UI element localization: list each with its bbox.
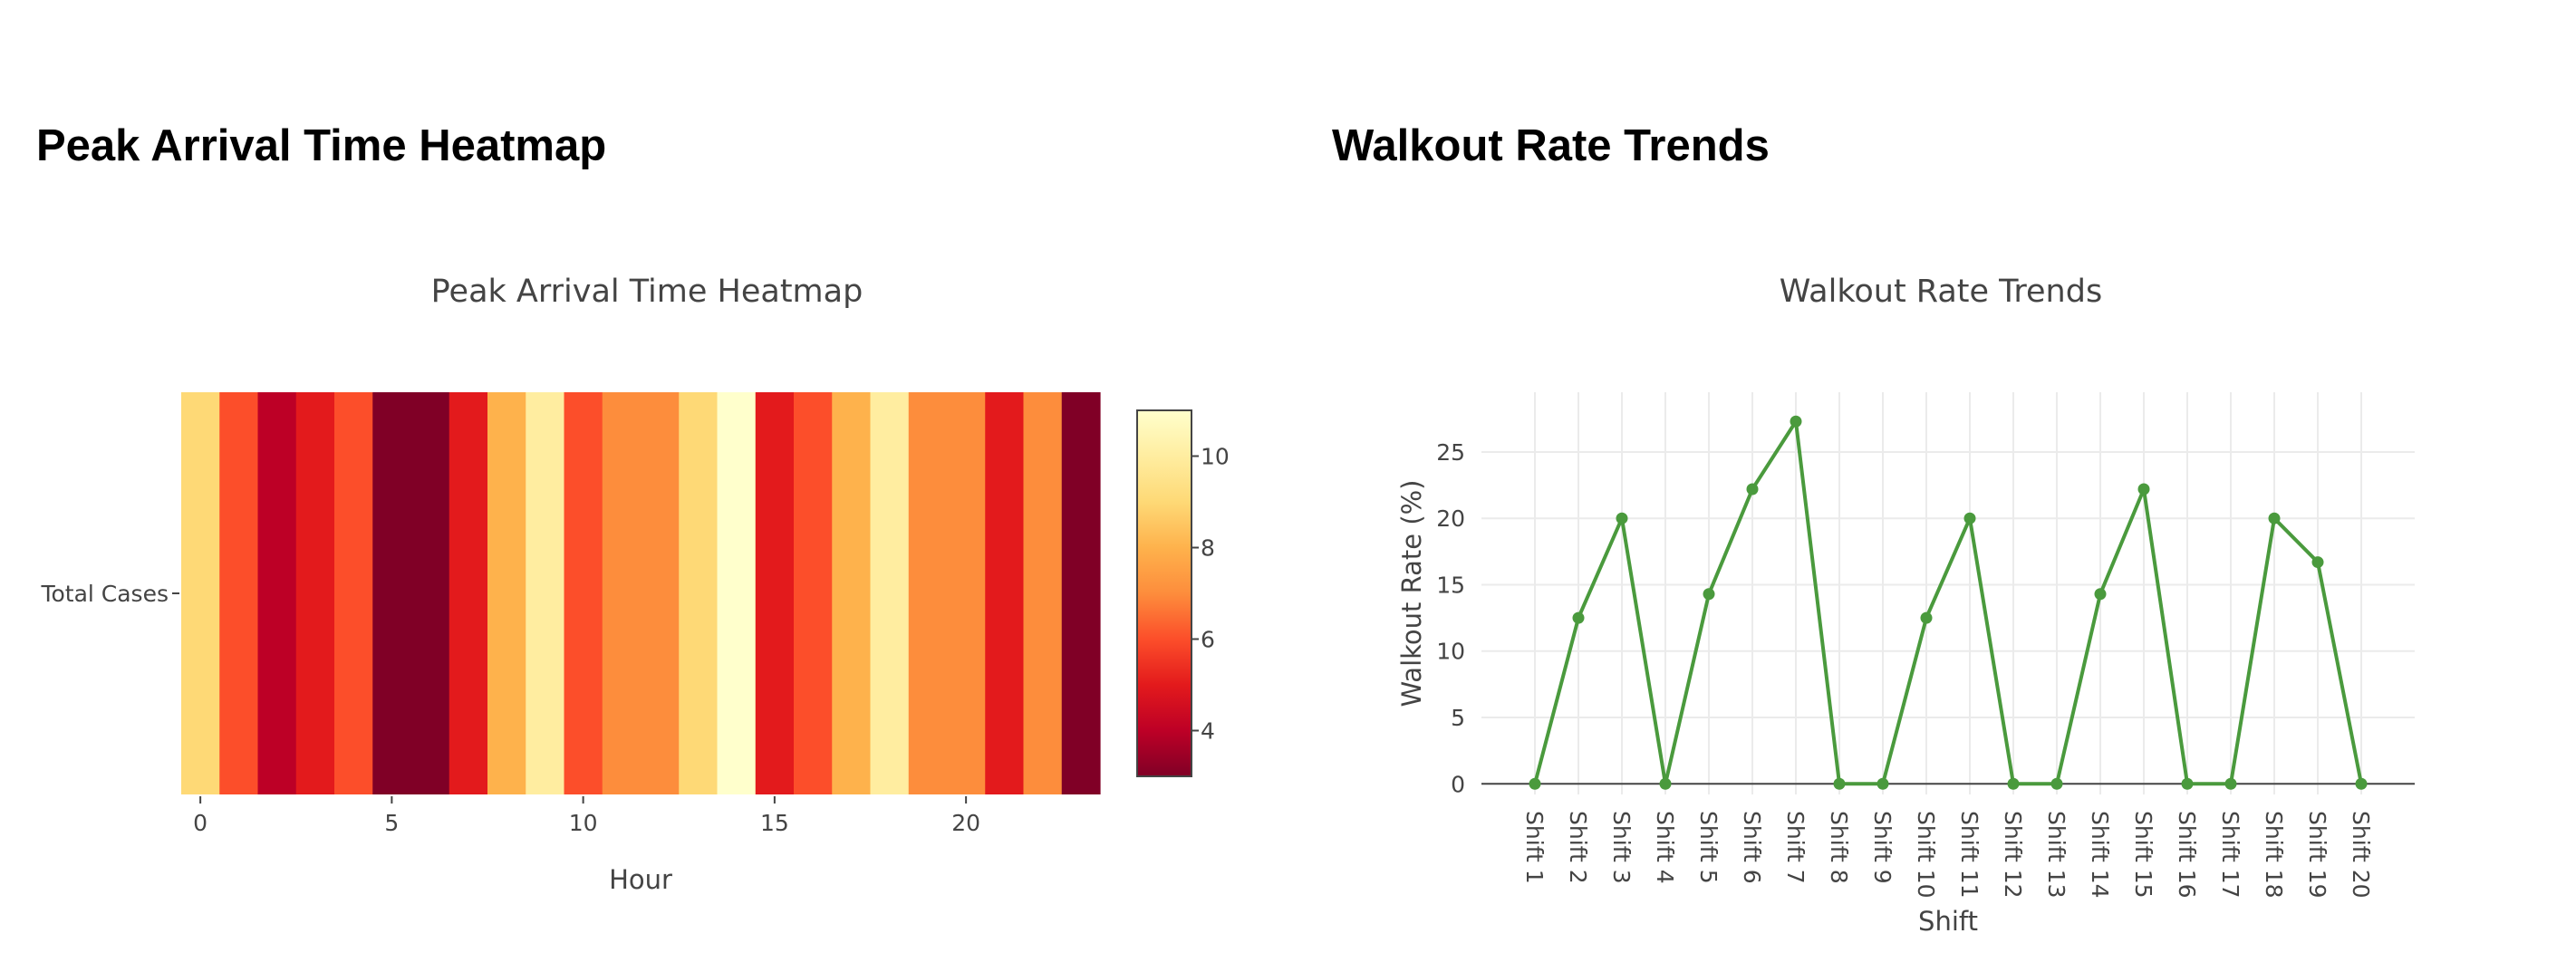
heatmap-section-title: Peak Arrival Time Heatmap (36, 121, 607, 170)
walkout-rate-point (2355, 777, 2368, 790)
heatmap-cell (487, 392, 526, 794)
y-tick-label: 0 (1451, 771, 1465, 797)
heatmap-cell (526, 392, 565, 794)
walkout-rate-point (2224, 777, 2237, 790)
x-tick-label: Shift 2 (1565, 811, 1591, 884)
heatmap-cell (372, 392, 412, 794)
walkout-rate-point (2007, 777, 2020, 790)
walkout-rate-point (1877, 777, 1889, 790)
heatmap-panel: Peak Arrival Time Heatmap Peak Arrival T… (0, 0, 1287, 972)
line-title: Walkout Rate Trends (1780, 274, 2102, 310)
walkout-chart[interactable]: Walkout Rate Trends 0 5 10 15 20 25 Shift 1 Shif… (1287, 0, 2576, 972)
heatmap-title: Peak Arrival Time Heatmap (431, 274, 863, 310)
colorbar-tick-label: 6 (1201, 627, 1215, 653)
x-tick-label: Shift 18 (2261, 811, 2287, 899)
heatmap-cell (908, 392, 948, 794)
y-tick-label: 10 (1436, 639, 1465, 665)
walkout-rate-point (1703, 588, 1715, 601)
heatmap-cell (334, 392, 373, 794)
x-tick-label: Shift 14 (2087, 811, 2113, 899)
walkout-rate-point (2268, 512, 2281, 524)
heatmap-cell (947, 392, 986, 794)
x-tick-label: Shift 16 (2174, 811, 2200, 899)
x-tick-label: Shift 20 (2348, 811, 2374, 899)
heatmap-cell (870, 392, 910, 794)
x-tick-label: 10 (569, 810, 598, 836)
walkout-rate-point (2137, 483, 2150, 496)
y-tick-label: 5 (1451, 705, 1465, 731)
x-axis-title: Shift (1918, 906, 1978, 937)
heatmap-cell (717, 392, 757, 794)
x-tick-label: 5 (384, 810, 399, 836)
x-tick-label: 20 (951, 810, 980, 836)
x-tick-label: Shift 9 (1869, 811, 1896, 884)
walkout-section-title: Walkout Rate Trends (1332, 121, 1770, 170)
x-tick-label: Shift 11 (1956, 811, 1983, 899)
colorbar (1136, 409, 1192, 777)
walkout-rate-point (1746, 483, 1759, 496)
x-tick-label: Shift 17 (2217, 811, 2243, 899)
walkout-rate-point (1659, 777, 1672, 790)
x-axis-title: Hour (609, 864, 672, 895)
heatmap-cell (1023, 392, 1063, 794)
x-tick-label: Shift 12 (2000, 811, 2026, 899)
heatmap-cell (257, 392, 297, 794)
y-axis-title: Walkout Rate (%) (1396, 479, 1427, 707)
heatmap-cell (985, 392, 1025, 794)
colorbar-tick-label: 4 (1201, 718, 1215, 745)
x-tick-label: Shift 19 (2304, 811, 2330, 899)
x-tick-label: Shift 10 (1913, 811, 1939, 899)
x-tick-label: Shift 5 (1695, 811, 1722, 884)
walkout-rate-point (1790, 415, 1802, 428)
heatmap-cell (755, 392, 795, 794)
y-tick-label: 20 (1436, 505, 1465, 532)
heatmap-cell (564, 392, 603, 794)
walkout-rate-line (1533, 419, 2363, 786)
y-category-label: Total Cases (40, 581, 169, 607)
walkout-rate-point (2181, 777, 2194, 790)
heatmap-chart[interactable]: Peak Arrival Time Heatmap Total Cases 0 5 10… (0, 0, 1287, 972)
heatmap-cell (679, 392, 719, 794)
x-tick-label: Shift 13 (2043, 811, 2069, 899)
walkout-rate-point (1529, 777, 1541, 790)
x-tick-label: Shift 8 (1826, 811, 1852, 884)
heatmap-cell (794, 392, 833, 794)
walkout-rate-point (1833, 777, 1846, 790)
x-tick-label: Shift 1 (1521, 811, 1548, 884)
x-tick-label: Shift 7 (1782, 811, 1809, 884)
walkout-rate-point (2050, 777, 2063, 790)
x-tick-label: 15 (760, 810, 789, 836)
heatmap-cell (641, 392, 680, 794)
walkout-rate-point (1572, 611, 1585, 624)
x-tick-label: Shift 4 (1652, 811, 1678, 884)
x-tick-label: Shift 6 (1739, 811, 1765, 884)
y-tick-label: 15 (1436, 572, 1465, 598)
heatmap-cell (181, 392, 220, 794)
walkout-rate-point (2094, 588, 2107, 601)
walkout-rate-point (2311, 556, 2324, 569)
y-tick-label: 25 (1436, 439, 1465, 466)
heatmap-cell (219, 392, 259, 794)
x-tick-label: Shift 3 (1608, 811, 1635, 884)
walkout-rate-point (1963, 512, 1976, 524)
walkout-rate-point (1920, 611, 1933, 624)
heatmap-cell (295, 392, 335, 794)
x-tick-label: Shift 15 (2130, 811, 2156, 899)
walkout-panel: Walkout Rate Trends Walkout Rate Trends 0… (1287, 0, 2576, 972)
colorbar-tick-label: 10 (1201, 444, 1230, 470)
heatmap-cell (602, 392, 642, 794)
colorbar-tick-label: 8 (1201, 535, 1215, 562)
heatmap-cell (410, 392, 450, 794)
heatmap-cell (1061, 392, 1101, 794)
heatmap-cell (449, 392, 488, 794)
walkout-rate-point (1616, 512, 1628, 524)
heatmap-cell (832, 392, 872, 794)
x-tick-label: 0 (193, 810, 207, 836)
